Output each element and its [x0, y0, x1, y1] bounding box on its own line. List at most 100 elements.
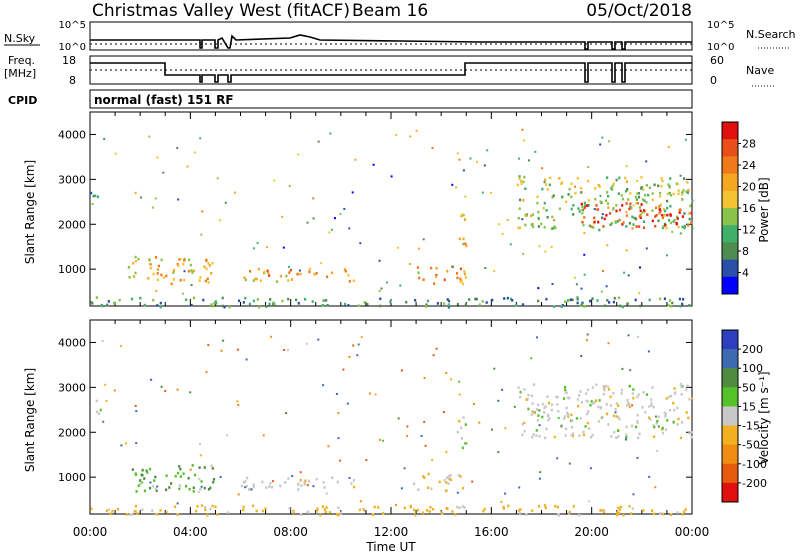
power-cell — [636, 192, 639, 195]
velocity-cell — [572, 505, 575, 508]
velocity-cell — [422, 475, 425, 478]
velocity-cell — [604, 384, 607, 388]
power-cell — [498, 223, 501, 226]
velocity-cell — [137, 484, 140, 487]
velocity-cell — [602, 392, 605, 396]
power-cell — [628, 207, 631, 211]
power-cell — [596, 299, 599, 302]
power-cell — [542, 206, 545, 210]
velocity-cell — [676, 511, 679, 514]
power-cell — [687, 224, 690, 227]
power-cell — [463, 270, 466, 273]
velocity-cell — [237, 404, 240, 406]
velocity-cell — [560, 425, 563, 429]
power-colorbar-swatch — [722, 225, 738, 243]
velocity-cell — [591, 433, 594, 437]
velocity-cell — [101, 340, 104, 343]
power-colorbar: 4 8 12 16 20 24 28 — [721, 121, 756, 295]
velocity-cell — [617, 511, 620, 515]
power-cell — [462, 213, 465, 217]
velocity-cell — [517, 386, 520, 389]
velocity-cell — [617, 415, 620, 419]
velocity-cell — [312, 485, 315, 488]
power-cell — [218, 219, 221, 222]
velocity-cell — [673, 408, 676, 412]
power-cell — [593, 216, 596, 220]
power-cell — [669, 177, 672, 180]
power-cell — [149, 266, 152, 270]
velocity-cell — [111, 509, 114, 513]
velocity-cell — [461, 446, 464, 450]
power-cell — [568, 299, 571, 302]
velocity-cell — [679, 436, 682, 440]
power-cell — [607, 206, 610, 209]
power-cell — [263, 270, 266, 274]
power-cell — [623, 271, 626, 274]
power-cell — [436, 302, 439, 305]
velocity-cell — [139, 479, 142, 482]
power-cell — [91, 203, 94, 205]
velocity-cell — [617, 429, 620, 432]
velocity-cell — [595, 383, 598, 386]
velocity-cell — [460, 437, 463, 440]
velocity-cell — [135, 442, 138, 445]
velocity-cell — [198, 466, 201, 469]
power-cell — [595, 208, 598, 211]
power-cell — [546, 188, 549, 191]
power-cell — [287, 279, 290, 282]
power-cell — [215, 302, 218, 305]
power-cell — [531, 223, 534, 227]
power-cell — [663, 297, 666, 301]
power-cell — [509, 297, 513, 301]
velocity-cell — [324, 510, 327, 514]
power-cell — [545, 297, 548, 301]
velocity-cell — [653, 512, 656, 516]
power-cell — [518, 226, 522, 230]
velocity-cell — [360, 336, 363, 339]
power-cell — [464, 303, 467, 306]
velocity-cell — [632, 396, 635, 400]
power-cell — [134, 271, 137, 275]
power-cell — [151, 206, 154, 209]
power-cell — [204, 279, 207, 283]
velocity-cell — [283, 349, 286, 351]
velocity-yticks: 1000 2000 3000 4000 — [58, 320, 693, 514]
power-cell — [315, 271, 318, 275]
power-cell — [328, 231, 331, 234]
velocity-cell — [530, 394, 533, 398]
velocity-cell — [348, 355, 351, 358]
power-cell — [625, 165, 628, 168]
velocity-cell — [159, 509, 162, 512]
velocity-cell — [154, 475, 157, 479]
power-yticks: 1000 2000 3000 4000 — [58, 112, 693, 306]
velocity-cell — [165, 474, 168, 477]
power-cell — [354, 158, 357, 161]
velocity-cell — [532, 433, 535, 436]
velocity-cell — [609, 404, 612, 407]
power-cell — [343, 268, 346, 271]
power-cell — [595, 204, 598, 207]
power-cell — [597, 220, 600, 224]
velocity-cell — [690, 431, 694, 434]
velocity-cell — [200, 480, 203, 483]
velocity-cell — [628, 505, 631, 508]
power-cell — [631, 215, 634, 219]
power-cell — [279, 274, 282, 278]
power-cell — [621, 305, 624, 309]
velocity-cell — [550, 408, 553, 412]
power-colorbar-label: Power [dB] — [757, 177, 771, 242]
power-cell — [641, 198, 644, 201]
power-cell — [143, 303, 146, 307]
velocity-cell — [625, 425, 628, 429]
velocity-cell — [518, 511, 521, 515]
nsearch-label: N.Search — [746, 28, 796, 41]
velocity-cell — [631, 404, 634, 407]
velocity-cell — [652, 405, 655, 409]
power-cell — [639, 216, 642, 219]
power-cell — [159, 305, 162, 309]
velocity-cell — [645, 393, 649, 396]
power-cell — [645, 160, 648, 163]
velocity-cell — [588, 500, 591, 503]
velocity-cell — [353, 485, 356, 489]
power-cell — [608, 140, 611, 143]
